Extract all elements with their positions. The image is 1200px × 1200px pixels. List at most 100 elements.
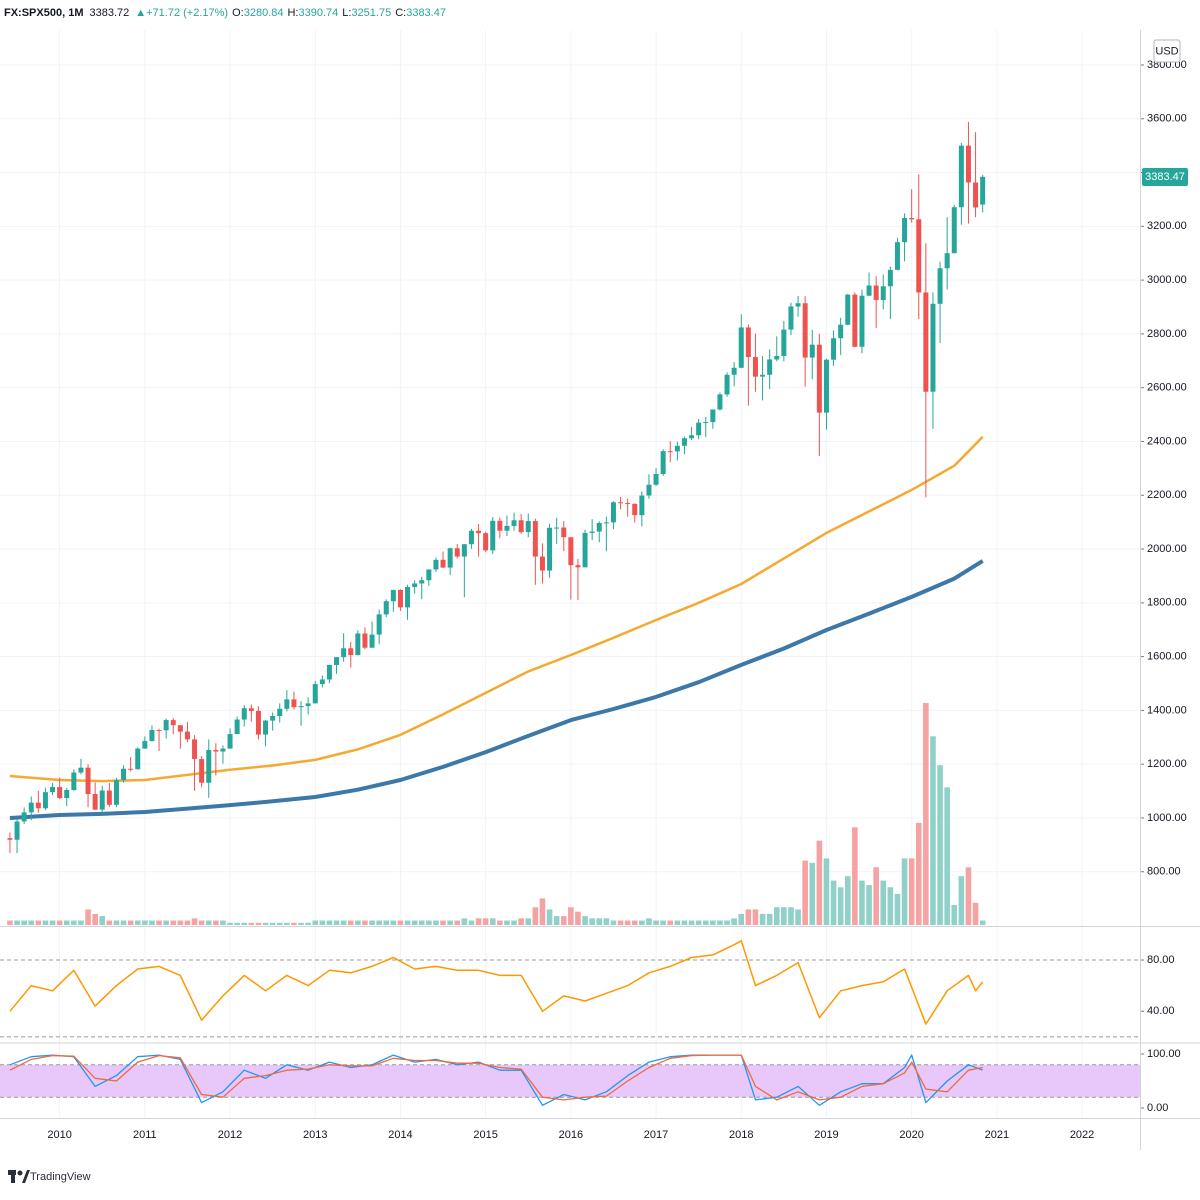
volume-bar xyxy=(795,909,801,925)
candle-body xyxy=(476,530,482,534)
volume-bar xyxy=(454,920,461,925)
candle-body xyxy=(561,527,567,538)
candle-body xyxy=(894,242,900,270)
candle-body xyxy=(142,741,148,749)
currency-label: USD xyxy=(1155,45,1178,57)
volume-bar xyxy=(745,909,752,925)
volume-bar xyxy=(42,920,49,925)
volume-bar xyxy=(788,907,794,925)
volume-bar xyxy=(312,920,319,925)
volume-bar xyxy=(546,909,553,925)
volume-bar xyxy=(213,920,219,925)
candle-body xyxy=(433,559,439,570)
candle-body xyxy=(156,730,162,732)
volume-bar xyxy=(859,880,865,925)
x-tick-label: 2013 xyxy=(303,1129,327,1141)
x-tick-label: 2017 xyxy=(644,1129,668,1141)
y-tick-label: 1400.00 xyxy=(1147,704,1187,716)
volume-bar xyxy=(781,907,787,925)
header-o-label: O: xyxy=(232,7,244,19)
candle-body xyxy=(50,787,56,793)
y-tick-label: 3200.00 xyxy=(1147,220,1187,232)
volume-bar xyxy=(610,920,617,925)
candle-body xyxy=(71,772,77,790)
candle-body xyxy=(426,569,432,581)
volume-bar xyxy=(49,920,56,925)
volume-bar xyxy=(163,920,169,925)
candle-body xyxy=(596,522,602,532)
candle-body xyxy=(674,445,680,452)
volume-bar xyxy=(284,922,290,925)
volume-bar xyxy=(397,920,404,925)
y-tick-label: 40.00 xyxy=(1147,1005,1175,1017)
volume-bar xyxy=(234,922,240,925)
volume-bar xyxy=(113,920,120,925)
header-background xyxy=(0,0,1200,26)
candle-body xyxy=(149,730,155,742)
candle-body xyxy=(334,657,340,665)
y-tick-label: 3000.00 xyxy=(1147,274,1187,286)
candle-body xyxy=(35,802,41,809)
volume-bar xyxy=(376,920,382,925)
candle-body xyxy=(121,768,127,781)
last-price-label: 3383.47 xyxy=(1145,171,1185,183)
volume-bar xyxy=(901,858,908,925)
header-c: 3383.47 xyxy=(406,7,446,19)
volume-bar xyxy=(319,920,326,925)
volume-bar xyxy=(355,920,361,925)
volume-bar xyxy=(504,920,510,925)
volume-bar xyxy=(866,885,872,925)
volume-bar xyxy=(773,907,780,925)
candle-body xyxy=(497,520,503,531)
candle-body xyxy=(866,285,872,296)
candle-body xyxy=(880,286,886,301)
volume-bar xyxy=(979,920,986,925)
candle-body xyxy=(184,731,190,740)
volume-bar xyxy=(958,876,965,925)
candle-body xyxy=(625,503,631,505)
candle-body xyxy=(781,329,787,356)
volume-bar xyxy=(724,920,730,925)
x-tick-label: 2019 xyxy=(814,1129,838,1141)
volume-bar xyxy=(383,920,390,925)
candle-body xyxy=(227,734,233,749)
candle-body xyxy=(92,794,98,810)
x-tick-label: 2021 xyxy=(985,1129,1009,1141)
volume-bar xyxy=(937,765,943,925)
x-tick-label: 2012 xyxy=(218,1129,242,1141)
volume-bar xyxy=(752,909,759,925)
header-o: 3280.84 xyxy=(244,7,284,19)
volume-bar xyxy=(497,920,503,925)
indicator-line xyxy=(9,436,984,783)
candle-body xyxy=(14,821,20,840)
candle-body xyxy=(390,589,396,602)
candle-body xyxy=(944,253,950,269)
brand-name: TradingView xyxy=(30,1171,91,1183)
indicator-line xyxy=(9,1054,983,1106)
candle-body xyxy=(440,559,446,568)
volume-bar xyxy=(923,703,929,925)
candle-body xyxy=(291,699,297,708)
header-c-label: C: xyxy=(395,7,406,19)
candle-body xyxy=(724,374,730,395)
volume-bar xyxy=(127,920,134,925)
candle-body xyxy=(902,217,908,243)
volume-bar xyxy=(191,918,198,925)
volume-bar xyxy=(688,920,695,925)
volume-bar xyxy=(731,918,737,925)
candle-body xyxy=(128,768,134,770)
volume-bar xyxy=(653,920,659,925)
header-last: 3383.72 xyxy=(89,7,129,19)
volume-bar xyxy=(766,913,773,925)
candle-body xyxy=(618,502,624,504)
volume-bar xyxy=(404,920,411,925)
volume-bar xyxy=(738,913,745,925)
volume-bar xyxy=(184,920,191,925)
volume-bar xyxy=(809,862,816,925)
candle-body xyxy=(135,748,141,770)
candle-body xyxy=(284,699,290,709)
volume-bar xyxy=(255,922,262,925)
volume-bar xyxy=(582,916,588,925)
volume-bar xyxy=(14,920,20,925)
candle-body xyxy=(504,525,510,531)
